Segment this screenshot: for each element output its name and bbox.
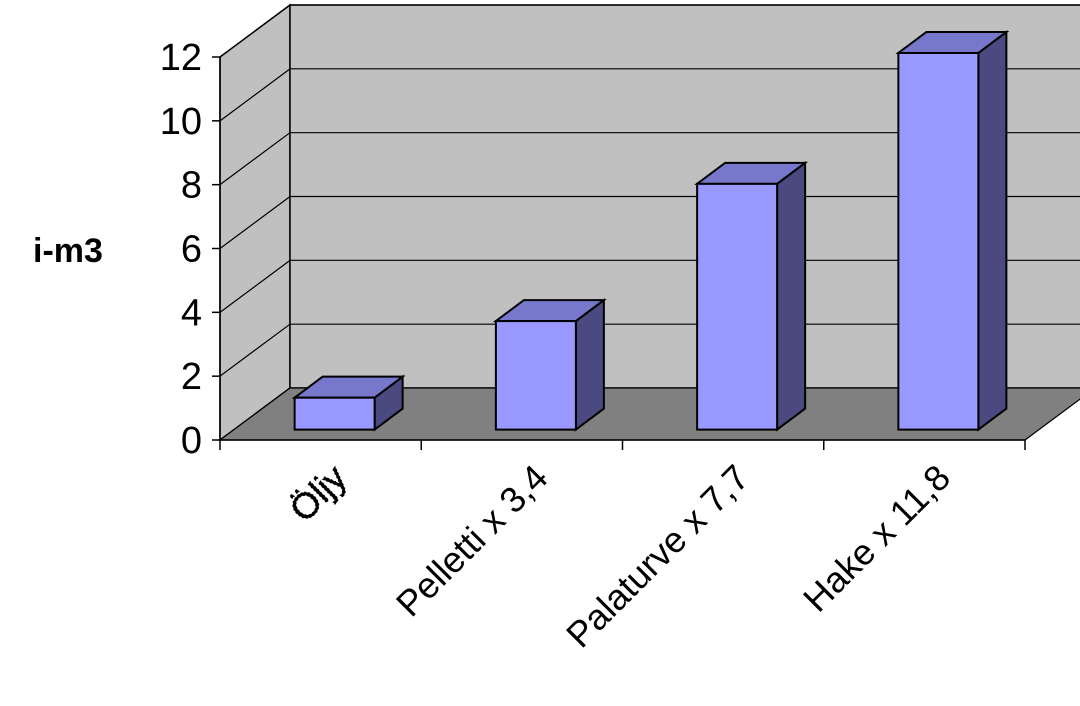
gridline — [219, 323, 1080, 377]
gridline — [219, 68, 1080, 122]
bar-front — [494, 320, 577, 431]
y-tick-label: 12 — [160, 37, 202, 79]
x-tick-label: Hake x 11,8 — [795, 457, 958, 620]
bar — [492, 298, 607, 432]
chart-bars — [291, 29, 1010, 432]
x-tick-labels: Öljy Pelletti x 3,4 Palaturve x 7,7 Hake x … — [281, 456, 958, 656]
y-tick-label: 2 — [181, 356, 202, 398]
x-tick-label: Öljy — [281, 457, 354, 530]
y-tick-label: 6 — [181, 229, 202, 271]
bar-front — [293, 396, 376, 431]
y-tick-label: 8 — [181, 165, 202, 207]
bar-side — [776, 160, 807, 432]
bar-front — [897, 51, 980, 431]
gridline — [219, 259, 1080, 313]
bar — [694, 160, 809, 432]
bar-front — [696, 182, 779, 431]
chart-gridlines — [219, 4, 1080, 377]
y-tick-label: 0 — [181, 420, 202, 462]
bar-side — [574, 298, 605, 432]
x-tick-label: Palaturve x 7,7 — [558, 457, 757, 656]
y-tick-label: 10 — [160, 101, 202, 143]
bar — [291, 374, 406, 432]
y-axis-label: i-m3 — [33, 232, 103, 270]
gridline — [219, 4, 1080, 58]
chart-axes — [212, 56, 1026, 450]
x-tick-label: Pelletti x 3,4 — [388, 457, 556, 625]
y-tick-label: 4 — [181, 292, 202, 334]
y-tick-labels: 0 2 4 6 8 10 12 — [160, 37, 202, 462]
gridline — [219, 132, 1080, 186]
bar — [895, 29, 1010, 432]
gridline — [219, 195, 1080, 249]
bar-side — [977, 29, 1008, 432]
